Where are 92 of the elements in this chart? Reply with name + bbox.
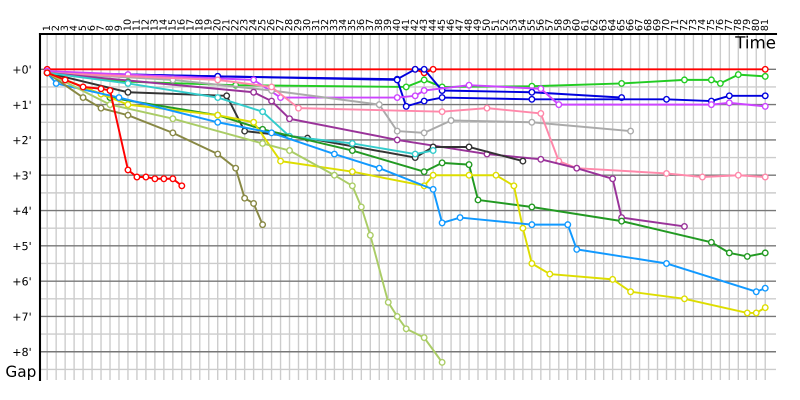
x-tick-label: 46: [446, 19, 454, 31]
x-tick-label: 36: [356, 19, 364, 30]
y-tick-label: +7': [13, 312, 31, 321]
y-tick-label: +5': [13, 242, 31, 250]
y-tick-label: +3': [13, 171, 31, 180]
x-tick-label: 56: [536, 19, 544, 30]
x-tick-label: 67: [635, 20, 642, 31]
y-tick-label: +8': [13, 348, 31, 356]
x-tick-label: 49: [473, 20, 481, 31]
x-tick-label: 39: [384, 20, 392, 30]
x-axis-title: Time: [735, 36, 776, 49]
x-tick-label: 26: [267, 19, 274, 31]
x-tick-label: 59: [563, 20, 571, 30]
x-tick-label: 81: [760, 20, 768, 31]
x-tick-label: 71: [671, 20, 678, 30]
x-tick-label: 17: [186, 20, 194, 30]
x-tick-label: 10: [123, 19, 131, 30]
x-tick-label: 37: [366, 20, 374, 30]
y-axis-title: Gap: [6, 365, 36, 380]
x-tick-label: 25: [258, 20, 266, 31]
x-tick-label: 65: [617, 20, 624, 31]
x-tick-label: 77: [724, 20, 732, 30]
x-tick-label: 51: [492, 20, 499, 30]
x-tick-label: 55: [527, 20, 535, 30]
x-tick-label: 38: [374, 20, 382, 30]
x-tick-label: 58: [554, 20, 562, 30]
x-tick-label: 80: [752, 19, 760, 31]
x-tick-label: 43: [420, 20, 427, 31]
x-tick-label: 4: [70, 26, 77, 31]
x-tick-label: 18: [195, 20, 203, 30]
x-tick-label: 15: [168, 20, 176, 30]
x-tick-label: 61: [581, 20, 589, 31]
x-tick-label: 60: [572, 19, 580, 31]
x-tick-label: 31: [312, 20, 320, 30]
x-tick-label: 45: [438, 20, 445, 31]
y-tick-label: +6': [13, 277, 31, 286]
x-tick-label: 79: [742, 20, 750, 30]
x-tick-label: 14: [159, 19, 167, 30]
x-tick-label: 29: [294, 20, 302, 31]
x-tick-label: 44: [428, 19, 436, 31]
x-tick-label: 62: [590, 20, 598, 31]
y-tick-label: +2': [13, 136, 31, 144]
x-tick-label: 3: [60, 26, 68, 30]
x-tick-label: 42: [410, 20, 418, 31]
x-tick-label: 9: [114, 26, 122, 31]
x-tick-label: 11: [132, 20, 140, 30]
x-tick-label: 19: [204, 20, 212, 30]
x-tick-label: 64: [608, 19, 616, 31]
x-tick-label: 8: [105, 26, 113, 31]
x-tick-label: 50: [482, 19, 490, 30]
x-tick-label: 78: [734, 20, 742, 30]
y-tick-label: +4': [13, 206, 31, 215]
x-tick-label: 21: [222, 20, 230, 31]
x-tick-label: 35: [348, 20, 356, 30]
x-tick-label: 40: [392, 19, 400, 31]
x-tick-label: 69: [652, 20, 660, 31]
x-tick-label: 34: [338, 19, 346, 30]
x-tick-label: 5: [78, 26, 86, 30]
x-tick-label: 54: [518, 19, 526, 30]
x-tick-label: 2: [52, 26, 59, 31]
x-tick-label: 57: [545, 20, 553, 30]
x-tick-label: 12: [141, 20, 149, 30]
x-tick-label: 73: [688, 20, 696, 30]
x-tick-label: 30: [302, 19, 310, 30]
x-tick-label: 63: [599, 20, 606, 31]
x-tick-label: 23: [240, 20, 248, 31]
y-tick-label: +0': [13, 65, 31, 74]
x-tick-label: 6: [88, 26, 95, 31]
x-tick-label: 52: [500, 20, 508, 30]
x-tick-label: 41: [402, 20, 409, 31]
x-tick-label: 24: [249, 19, 256, 31]
x-tick-label: 74: [698, 19, 706, 30]
x-tick-label: 13: [150, 20, 158, 30]
x-tick-label: 22: [231, 20, 238, 31]
x-tick-label: 68: [644, 20, 652, 31]
x-tick-label: 72: [680, 20, 688, 30]
x-tick-label: 47: [456, 20, 463, 31]
x-tick-label: 28: [284, 20, 292, 31]
x-tick-label: 70: [662, 19, 670, 30]
x-tick-label: 32: [320, 20, 328, 30]
x-tick-label: 75: [706, 20, 714, 30]
x-tick-label: 20: [213, 19, 221, 31]
x-tick-label: 33: [330, 20, 338, 30]
x-tick-label: 1: [42, 26, 50, 30]
x-tick-label: 48: [464, 20, 472, 31]
x-tick-label: 16: [177, 19, 185, 30]
x-tick-label: 7: [96, 26, 104, 30]
x-tick-label: 76: [716, 19, 724, 30]
x-tick-label: 27: [276, 20, 284, 31]
x-tick-label: 66: [626, 19, 634, 31]
y-tick-label: +1': [13, 100, 31, 109]
x-tick-label: 53: [509, 20, 517, 30]
